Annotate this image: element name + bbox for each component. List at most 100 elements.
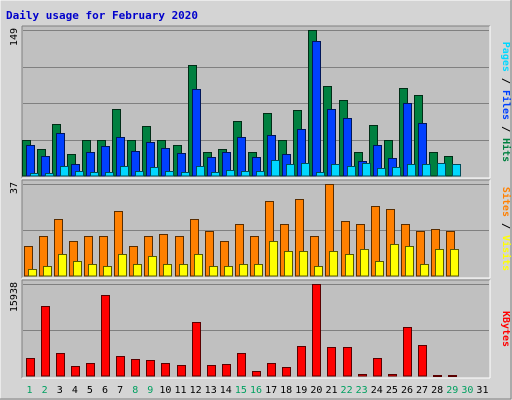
bar-pages-day-25 [392, 167, 401, 177]
bar-pages-day-1 [30, 173, 39, 177]
x-tick-label-day-1: 1 [27, 385, 33, 396]
x-tick-label-day-18: 18 [280, 385, 292, 396]
bar-visits-day-4 [73, 261, 82, 277]
bar-visits-day-27 [420, 264, 429, 277]
x-tick-label-day-29: 29 [446, 385, 458, 396]
bar-visits-day-25 [390, 244, 399, 277]
bar-visits-day-28 [435, 249, 444, 277]
x-tick-label-day-25: 25 [386, 385, 398, 396]
x-tick-label-day-9: 9 [147, 385, 153, 396]
bar-visits-day-12 [194, 254, 203, 277]
bar-pages-day-4 [75, 171, 84, 177]
chart-panels: 149 Pages / Files / Hits 37 Sites / Visits 1… [9, 25, 512, 379]
bar-visits-day-29 [450, 249, 459, 277]
bar-files-day-1 [26, 145, 35, 177]
x-tick-label-day-7: 7 [117, 385, 123, 396]
x-tick-label-day-12: 12 [190, 385, 202, 396]
bar-files-day-15 [237, 137, 246, 177]
bar-kbytes-day-18 [282, 367, 291, 377]
bar-pages-day-9 [150, 167, 159, 177]
bar-pages-day-22 [347, 166, 356, 177]
bar-files-day-12 [192, 89, 201, 177]
x-tick-label-day-4: 4 [72, 385, 78, 396]
legend-entry-4: Hits [500, 138, 512, 162]
bar-kbytes-day-22 [343, 347, 352, 377]
bar-pages-day-14 [226, 170, 235, 177]
x-tick-label-day-15: 15 [235, 385, 247, 396]
bar-kbytes-day-25 [388, 374, 397, 377]
bar-kbytes-day-19 [297, 346, 306, 377]
bar-pages-day-28 [437, 163, 446, 177]
bar-pages-day-10 [165, 171, 174, 177]
bar-pages-day-20 [316, 172, 325, 177]
bar-kbytes-day-28 [433, 375, 442, 377]
bar-kbytes-day-4 [71, 366, 80, 377]
x-tick-label-day-28: 28 [431, 385, 443, 396]
bar-kbytes-day-10 [161, 363, 170, 377]
bar-files-day-20 [312, 41, 321, 177]
bar-visits-day-19 [299, 251, 308, 277]
x-tick-label-day-26: 26 [401, 385, 413, 396]
bar-kbytes-day-3 [56, 353, 65, 377]
bar-visits-day-14 [224, 266, 233, 277]
legend-entry-1: / [500, 72, 511, 90]
x-tick-label-day-10: 10 [159, 385, 171, 396]
side-legend-sites-visits: Sites / Visits [500, 187, 512, 271]
bar-visits-day-9 [148, 256, 157, 277]
bar-pages-day-7 [120, 166, 129, 177]
bar-kbytes-day-8 [131, 359, 140, 377]
x-tick-label-day-31: 31 [476, 385, 488, 396]
x-axis-day-labels: 1 2 3 4 5 6 7 8 9 10 11 12 13 14 15 16 17 18 19 20 21 22 23 24 2… [27, 385, 489, 396]
legend-entry-0: Pages [500, 42, 511, 72]
bar-visits-day-3 [58, 254, 67, 277]
bar-pages-day-17 [271, 160, 280, 177]
bar-visits-day-15 [239, 264, 248, 277]
bar-pages-day-24 [377, 168, 386, 177]
bar-visits-day-7 [118, 254, 127, 277]
bar-files-day-6 [101, 146, 110, 177]
bar-pages-day-18 [286, 164, 295, 177]
bar-pages-day-19 [301, 163, 310, 177]
side-legend-kbytes: KBytes [500, 311, 511, 347]
bar-visits-day-1 [28, 269, 37, 277]
bar-pages-day-23 [362, 163, 371, 177]
bar-pages-day-29 [452, 164, 461, 177]
legend-entry-0: KBytes [500, 311, 511, 347]
bar-visits-day-6 [103, 266, 112, 277]
legend-entry-2: Visits [500, 235, 512, 271]
x-tick-label-day-5: 5 [87, 385, 93, 396]
bar-visits-day-13 [209, 266, 218, 277]
bar-pages-day-12 [196, 166, 205, 177]
bar-kbytes-day-29 [448, 375, 457, 377]
bar-kbytes-day-14 [222, 364, 231, 377]
bar-kbytes-day-27 [418, 345, 427, 377]
bar-visits-day-23 [360, 249, 369, 277]
bar-visits-day-20 [314, 266, 323, 277]
bar-pages-day-5 [90, 172, 99, 177]
bar-visits-day-18 [284, 251, 293, 277]
bar-pages-day-13 [211, 172, 220, 177]
bar-visits-day-5 [88, 264, 97, 277]
x-tick-label-day-21: 21 [325, 385, 337, 396]
x-tick-label-day-20: 20 [310, 385, 322, 396]
x-tick-label-day-17: 17 [265, 385, 277, 396]
bar-kbytes-day-17 [267, 363, 276, 377]
chart-title: Daily usage for February 2020 [6, 9, 198, 22]
bar-visits-day-16 [254, 264, 263, 277]
bar-kbytes-day-9 [146, 360, 155, 377]
side-legend-hits-files-pages: Pages / Files / Hits [500, 42, 512, 162]
x-tick-label-day-16: 16 [250, 385, 262, 396]
bar-pages-day-21 [331, 164, 340, 177]
bar-visits-day-26 [405, 246, 414, 277]
bar-pages-day-6 [105, 172, 114, 177]
bar-kbytes-day-26 [403, 327, 412, 377]
legend-entry-0: Sites [500, 187, 512, 217]
bar-visits-day-21 [329, 251, 338, 277]
bar-pages-day-26 [407, 164, 416, 177]
bar-kbytes-day-23 [358, 374, 367, 377]
bar-pages-day-8 [135, 171, 144, 177]
bar-visits-day-2 [43, 266, 52, 277]
bar-pages-day-11 [181, 172, 190, 177]
x-tick-label-day-23: 23 [356, 385, 368, 396]
